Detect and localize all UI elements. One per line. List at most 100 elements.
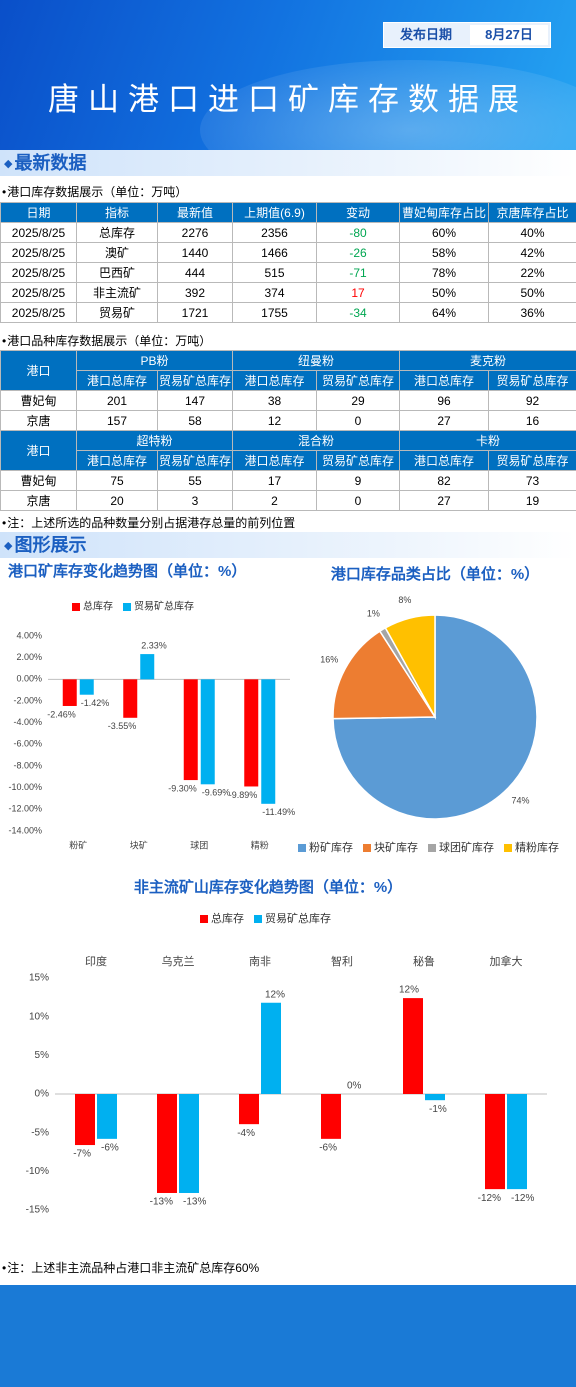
bar [79, 679, 94, 695]
legend-swatch [363, 844, 371, 852]
variety-table: 港口 PB粉 纽曼粉 麦克粉 港口总库存 贸易矿总库存 港口总库存 贸易矿总库存 港口总库存 贸易… [0, 350, 576, 511]
table-cell: 2025/8/25 [0, 282, 77, 303]
data-label: -6% [319, 1142, 337, 1153]
data-label: 16% [320, 655, 338, 665]
date-badge: 发布日期 8月27日 [383, 22, 551, 48]
data-label: -13% [150, 1197, 173, 1208]
legend-swatch [123, 603, 131, 611]
y-tick-label: 0% [35, 1089, 50, 1100]
table-cell: 巴西矿 [76, 262, 158, 283]
legend-swatch [298, 844, 306, 852]
data-label: -12% [511, 1193, 534, 1204]
data-label: -4% [237, 1128, 255, 1139]
column-header: 京唐库存占比 [488, 202, 576, 223]
bar [261, 679, 276, 804]
table-cell: 3 [156, 490, 234, 511]
data-label: -13% [183, 1197, 206, 1208]
bar [200, 679, 215, 785]
table-cell: 1466 [232, 242, 317, 263]
sub-header: 贸易矿总库存 [316, 370, 401, 391]
footer [0, 1285, 576, 1387]
legend-swatch [200, 915, 208, 923]
bar [261, 1002, 281, 1094]
table-cell: 2025/8/25 [0, 302, 77, 323]
bar [179, 1094, 199, 1193]
legend-label: 块矿库存 [374, 840, 418, 854]
pie-slice [332, 630, 437, 720]
column-header: 日期 [0, 202, 77, 223]
x-tick-label: 南非 [249, 955, 271, 968]
chart-title: 非主流矿山库存变化趋势图（单位：%） [134, 878, 402, 896]
pie-slice [384, 614, 436, 720]
y-tick-label: -12.00% [8, 804, 42, 814]
table-cell: 1721 [157, 302, 233, 323]
data-label: -2.46% [47, 709, 76, 719]
table-cell: 92 [488, 390, 576, 411]
data-label: -9.89% [229, 790, 258, 800]
data-label: 12% [399, 985, 419, 996]
table-row: 2025/8/25 非主流矿 392 374 17 50% 50% [0, 282, 576, 303]
x-tick-label: 加拿大 [490, 954, 523, 968]
data-label: -1% [429, 1104, 447, 1115]
bar [403, 998, 423, 1094]
y-tick-label: -4.00% [13, 717, 42, 727]
y-tick-label: -10% [26, 1166, 49, 1177]
data-label: 2.33% [141, 640, 167, 650]
x-tick-label: 秘鲁 [413, 954, 435, 968]
table-row: 京唐 157 58 12 0 27 16 [0, 410, 576, 431]
data-label: 74% [512, 796, 530, 806]
sub-header: 贸易矿总库存 [316, 450, 401, 471]
sub-header: 贸易矿总库存 [156, 450, 234, 471]
bar [485, 1094, 505, 1190]
sub-header: 贸易矿总库存 [488, 450, 576, 471]
x-tick-label: 智利 [331, 954, 353, 968]
table-cell: 2025/8/25 [0, 222, 77, 243]
x-tick-label: 印度 [85, 954, 107, 968]
table-row: 曹妃甸 201 147 38 29 96 92 [0, 390, 576, 411]
group-header: 卡粉 [399, 430, 576, 451]
table-row: 2025/8/25 澳矿 1440 1466 -26 58% 42% [0, 242, 576, 263]
y-tick-label: -8.00% [13, 760, 42, 770]
table-cell: 36% [488, 302, 576, 323]
data-label: 12% [265, 989, 285, 1000]
x-tick-label: 球团 [190, 839, 208, 850]
y-tick-label: -2.00% [13, 695, 42, 705]
group-header: 超特粉 [75, 430, 234, 451]
date: 8月27日 [470, 25, 548, 45]
table-cell: 2025/8/25 [0, 262, 77, 283]
y-tick-label: -15% [26, 1205, 49, 1216]
table-cell: 392 [157, 282, 233, 303]
data-label: 1% [367, 608, 380, 618]
date-label: 发布日期 [399, 27, 452, 42]
sub-header: 港口总库存 [399, 450, 490, 471]
data-label: -6% [101, 1142, 119, 1153]
table-cell: 27 [399, 490, 490, 511]
y-tick-label: -14.00% [8, 825, 42, 835]
group-header: PB粉 [75, 350, 234, 371]
x-tick-label: 块矿 [130, 839, 148, 850]
section-title: 最新数据 [0, 150, 576, 176]
y-tick-label: 10% [29, 1011, 49, 1022]
section-title: 图形展示 [0, 532, 576, 558]
x-tick-label: 粉矿 [69, 839, 87, 850]
sub-header: 港口总库存 [232, 450, 318, 471]
bar [140, 654, 155, 680]
table-cell: 非主流矿 [76, 282, 158, 303]
note: 注：上述所选的品种数量分别占据港存总量的前列位置 [2, 514, 295, 531]
bar [239, 1094, 259, 1125]
data-label: -1.42% [81, 698, 110, 708]
bar [75, 1094, 95, 1146]
charts: 港口矿库存变化趋势图（单位：%） 4.00% 2.00% 0.00% -2.00% -4.… [8, 562, 559, 1216]
table-row: 2025/8/25 贸易矿 1721 1755 -34 64% 36% [0, 302, 576, 323]
note: 注：上述非主流品种占港口非主流矿总库存60% [2, 1259, 259, 1276]
table-cell: 2025/8/25 [0, 242, 77, 263]
chart-title: 港口矿库存变化趋势图（单位：%） [8, 562, 246, 580]
table-cell: 444 [157, 262, 233, 283]
bar [183, 679, 198, 781]
table-cell: 19 [488, 490, 576, 511]
y-tick-label: -6.00% [13, 739, 42, 749]
table-cell: 147 [156, 390, 234, 411]
x-tick-label: 精粉 [251, 839, 269, 850]
legend-label: 贸易矿总库存 [134, 600, 194, 613]
legend-swatch [72, 603, 80, 611]
